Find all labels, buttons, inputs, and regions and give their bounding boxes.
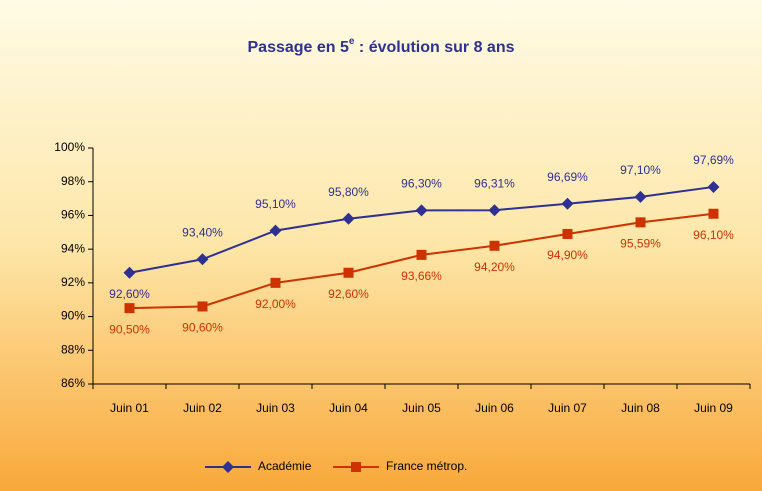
data-point [269,224,282,237]
data-point [561,197,574,210]
data-label: 95,59% [620,237,661,251]
data-point [197,301,208,312]
data-point [562,228,573,239]
data-label: 96,31% [474,176,515,190]
data-label: 92,00% [255,297,296,311]
data-point [270,277,281,288]
legend-label: France métrop. [386,459,467,473]
data-point [708,208,719,219]
y-tick-label: 92% [61,275,85,289]
x-tick-label: Juin 04 [329,401,368,415]
data-label: 95,80% [328,185,369,199]
title-superscript: e [349,36,355,47]
data-label: 95,10% [255,197,296,211]
data-point [634,190,647,203]
data-label: 94,90% [547,248,588,262]
data-point [342,212,355,225]
y-tick-label: 86% [61,376,85,390]
title-part: Passage en 5 [248,39,350,56]
title-part: : évolution sur 8 ans [354,39,514,56]
chart-title: Passage en 5e : évolution sur 8 ans [248,36,515,57]
data-point [488,204,501,217]
y-tick-label: 90% [61,309,85,323]
legend-marker [351,462,361,472]
x-tick-label: Juin 01 [110,401,149,415]
data-point [635,217,646,228]
data-label: 97,69% [693,153,734,167]
data-point [123,266,136,279]
data-point [196,253,209,266]
data-label: 90,60% [182,321,223,335]
data-point [343,267,354,278]
data-label: 92,60% [328,287,369,301]
x-tick-label: Juin 02 [183,401,222,415]
data-point [415,204,428,217]
x-tick-label: Juin 09 [694,401,733,415]
data-label: 93,40% [182,225,223,239]
x-tick-label: Juin 07 [548,401,587,415]
x-tick-label: Juin 06 [475,401,514,415]
data-label: 94,20% [474,260,515,274]
data-label: 97,10% [620,163,661,177]
data-label: 96,69% [547,170,588,184]
x-tick-label: Juin 05 [402,401,441,415]
legend-marker [222,461,234,473]
data-label: 96,30% [401,177,442,191]
data-label: 92,60% [109,287,150,301]
y-tick-label: 88% [61,342,85,356]
y-tick-label: 98% [61,174,85,188]
data-label: 93,66% [401,269,442,283]
data-label: 90,50% [109,322,150,336]
y-tick-label: 100% [54,140,85,154]
data-point [124,303,135,314]
x-tick-label: Juin 08 [621,401,660,415]
legend-label: Académie [258,459,312,473]
data-point [707,180,720,193]
y-tick-label: 96% [61,208,85,222]
data-point [489,240,500,251]
data-label: 96,10% [693,228,734,242]
data-point [416,249,427,260]
y-tick-label: 94% [61,241,85,255]
x-tick-label: Juin 03 [256,401,295,415]
